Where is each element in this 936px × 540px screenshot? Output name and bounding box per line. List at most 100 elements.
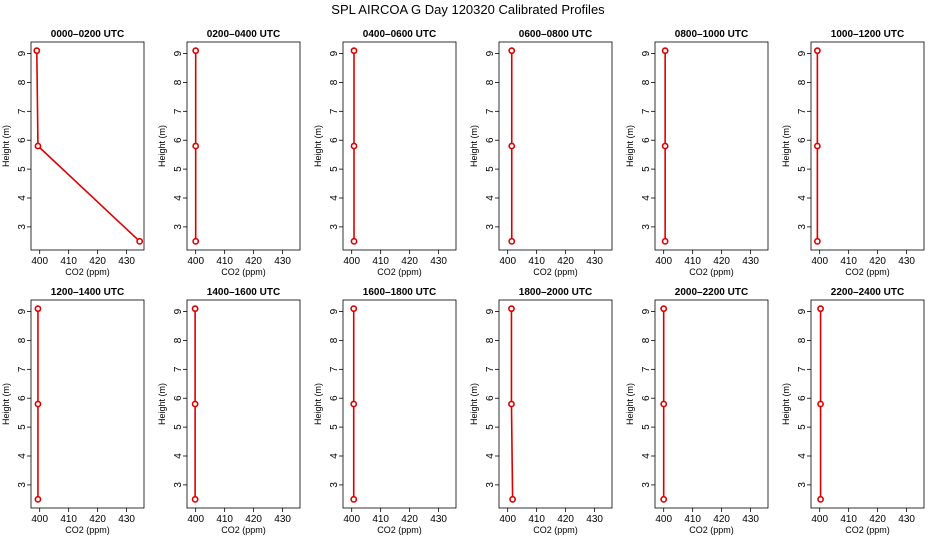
y-axis-label: Height (m)	[469, 383, 479, 425]
plot-frame	[654, 41, 769, 251]
y-tick-label: 7	[329, 366, 340, 372]
y-tick-label: 9	[17, 50, 28, 56]
y-tick-label: 4	[485, 195, 496, 201]
y-tick-label: 7	[641, 108, 652, 114]
y-tick-label: 7	[173, 108, 184, 114]
data-point	[817, 305, 824, 313]
x-axis-label: CO2 (ppm)	[845, 525, 890, 535]
x-axis-label: CO2 (ppm)	[221, 525, 266, 535]
x-tick-label: 410	[60, 514, 77, 525]
x-axis-label: CO2 (ppm)	[377, 525, 422, 535]
y-tick-label: 7	[485, 366, 496, 372]
y-tick-label: 9	[173, 50, 184, 56]
y-tick-label: 4	[485, 453, 496, 459]
x-tick-label: 430	[118, 256, 135, 267]
y-tick-label: 5	[173, 166, 184, 172]
y-tick-label: 3	[641, 482, 652, 488]
x-tick-label: 410	[60, 256, 77, 267]
y-tick-label: 5	[329, 424, 340, 430]
x-tick-label: 430	[742, 514, 759, 525]
y-tick-label: 7	[641, 366, 652, 372]
chart-main-title: SPL AIRCOA G Day 120320 Calibrated Profi…	[331, 2, 605, 17]
x-tick-label: 420	[89, 256, 106, 267]
y-axis-label: Height (m)	[625, 383, 635, 425]
x-tick-label: 430	[430, 256, 447, 267]
y-tick-label: 6	[17, 395, 28, 401]
x-tick-label: 420	[245, 256, 262, 267]
y-tick-label: 3	[173, 482, 184, 488]
y-tick-label: 3	[17, 224, 28, 230]
x-axis-label: CO2 (ppm)	[65, 267, 110, 277]
x-tick-label: 410	[684, 514, 701, 525]
y-tick-label: 6	[173, 137, 184, 143]
plot-frame	[30, 299, 145, 509]
panel-6: 1000–1200 UTC 400 410 420 430 CO2 (ppm) 3 4 5 6 7 8…	[781, 29, 925, 277]
y-tick-label: 5	[641, 424, 652, 430]
y-tick-label: 4	[797, 453, 808, 459]
x-tick-label: 400	[343, 514, 360, 525]
data-point	[817, 495, 824, 503]
plot-frame	[498, 299, 613, 509]
y-tick-label: 4	[641, 195, 652, 201]
panel-2: 0200–0400 UTC 400 410 420 430 CO2 (ppm) 3 4 5 6 7 8…	[157, 29, 301, 277]
data-point	[34, 305, 42, 313]
data-point	[350, 305, 358, 313]
y-tick-label: 5	[485, 166, 496, 172]
y-tick-label: 9	[485, 308, 496, 314]
y-tick-label: 4	[641, 453, 652, 459]
y-tick-label: 3	[17, 482, 28, 488]
x-tick-label: 420	[713, 514, 730, 525]
panel-title: 1200–1400 UTC	[51, 287, 124, 298]
y-tick-label: 6	[329, 395, 340, 401]
y-tick-label: 3	[797, 482, 808, 488]
data-point	[350, 495, 358, 503]
x-tick-label: 400	[811, 514, 828, 525]
y-tick-label: 6	[485, 137, 496, 143]
y-tick-label: 8	[17, 337, 28, 343]
x-tick-label: 420	[245, 514, 262, 525]
x-axis-label: CO2 (ppm)	[377, 267, 422, 277]
plot-frame	[186, 41, 301, 251]
data-point	[660, 495, 668, 503]
y-axis-label: Height (m)	[625, 125, 635, 167]
y-tick-label: 8	[485, 337, 496, 343]
y-tick-label: 4	[797, 195, 808, 201]
x-tick-label: 430	[586, 256, 603, 267]
plot-frame	[30, 41, 145, 251]
y-tick-label: 9	[173, 308, 184, 314]
panel-title: 2200–2400 UTC	[831, 287, 904, 298]
x-tick-label: 420	[401, 256, 418, 267]
y-tick-label: 9	[485, 50, 496, 56]
y-tick-label: 6	[173, 395, 184, 401]
panel-11: 2000–2200 UTC 400 410 420 430 CO2 (ppm) 3 4 5 6 7 8…	[625, 287, 769, 535]
y-tick-label: 9	[797, 308, 808, 314]
data-point	[817, 400, 824, 408]
y-tick-label: 7	[329, 108, 340, 114]
y-tick-label: 3	[173, 224, 184, 230]
data-point	[34, 142, 42, 150]
x-tick-label: 420	[557, 514, 574, 525]
data-point	[813, 237, 821, 245]
x-tick-label: 410	[372, 514, 389, 525]
y-tick-label: 5	[797, 424, 808, 430]
y-axis-label: Height (m)	[469, 125, 479, 167]
y-tick-label: 5	[485, 424, 496, 430]
panel-5: 0800–1000 UTC 400 410 420 430 CO2 (ppm) 3 4 5 6 7 8…	[625, 29, 769, 277]
y-axis-label: Height (m)	[313, 125, 323, 167]
y-tick-label: 8	[173, 337, 184, 343]
plot-frame	[498, 41, 613, 251]
x-tick-label: 430	[274, 514, 291, 525]
y-tick-label: 5	[173, 424, 184, 430]
plot-frame	[810, 41, 925, 251]
data-point	[350, 237, 358, 245]
data-point	[191, 495, 199, 503]
y-tick-label: 3	[329, 224, 340, 230]
x-tick-label: 400	[811, 256, 828, 267]
x-tick-label: 430	[274, 256, 291, 267]
x-tick-label: 420	[401, 514, 418, 525]
y-tick-label: 6	[797, 395, 808, 401]
data-point	[661, 47, 669, 55]
data-point	[350, 47, 358, 55]
y-axis-label: Height (m)	[1, 125, 11, 167]
y-tick-label: 3	[641, 224, 652, 230]
